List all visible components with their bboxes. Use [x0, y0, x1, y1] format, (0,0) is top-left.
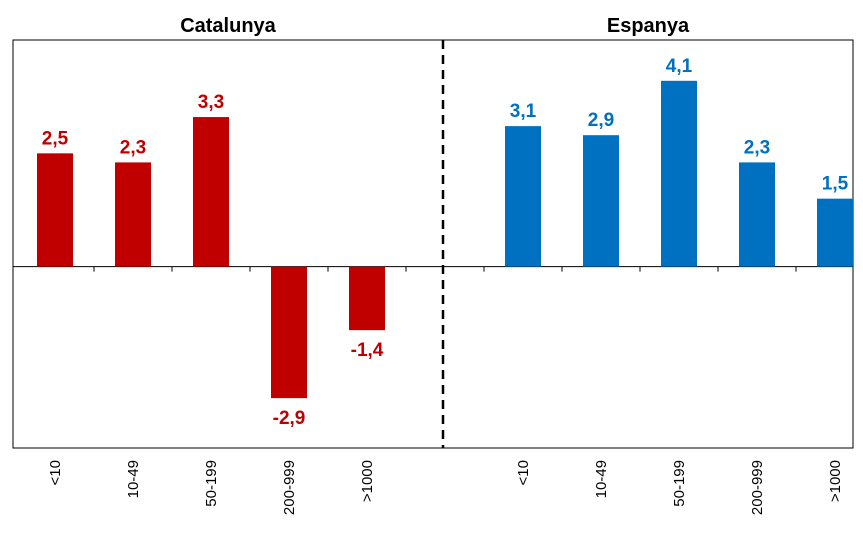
bar: [349, 266, 385, 331]
bar: [661, 80, 697, 267]
x-tick-label: >1000: [827, 460, 844, 502]
bar: [739, 162, 775, 267]
bar: [505, 126, 541, 267]
value-label: 2,5: [42, 128, 69, 149]
value-label: 2,9: [588, 110, 614, 131]
value-label: -1,4: [351, 340, 384, 361]
bar: [583, 135, 619, 267]
value-label: 4,1: [666, 56, 693, 77]
x-tick-label: 10-49: [593, 460, 610, 498]
panel-title: Catalunya: [180, 15, 276, 37]
bar: [37, 153, 73, 267]
bar: [193, 117, 229, 267]
x-tick-label: >1000: [359, 460, 376, 502]
bar: [817, 198, 853, 267]
bar: [271, 266, 307, 399]
x-tick-label: 200-999: [281, 460, 298, 515]
x-tick-label: 50-199: [671, 460, 688, 507]
x-tick-label: <10: [515, 460, 532, 485]
value-label: -2,9: [273, 408, 306, 429]
value-label: 2,3: [744, 137, 770, 158]
x-tick-label: 200-999: [749, 460, 766, 515]
x-tick-label: 50-199: [203, 460, 220, 507]
value-label: 1,5: [822, 174, 849, 195]
x-tick-label: 10-49: [125, 460, 142, 498]
value-label: 3,3: [198, 92, 224, 113]
value-label: 3,1: [510, 101, 537, 122]
value-label: 2,3: [120, 137, 146, 158]
panel-title: Espanya: [607, 15, 690, 37]
bar: [115, 162, 151, 267]
x-tick-label: <10: [47, 460, 64, 485]
